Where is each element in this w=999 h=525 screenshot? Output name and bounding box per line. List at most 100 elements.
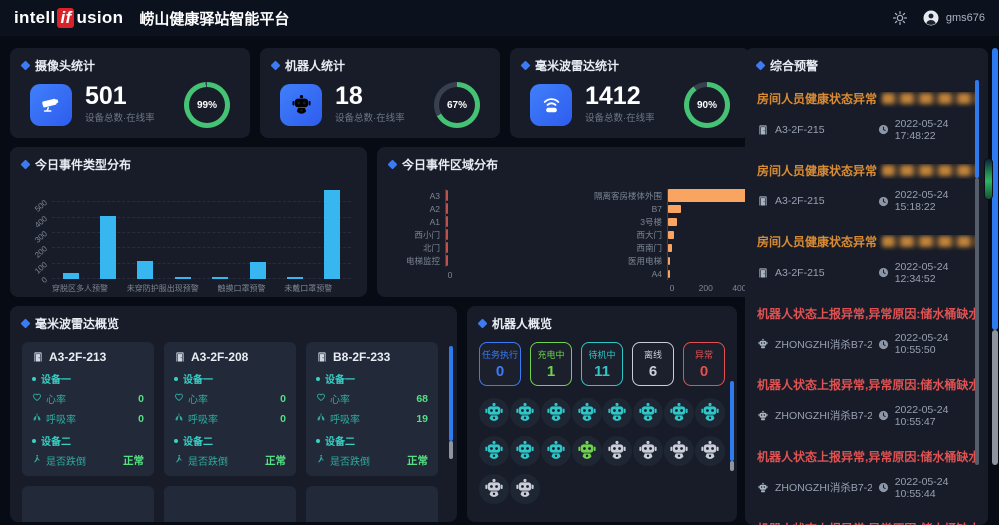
clock-icon (878, 196, 889, 207)
radar-room-card[interactable] (22, 486, 154, 522)
event-type-category: 未戴口罩预警 (284, 283, 332, 294)
robot-icon[interactable] (510, 398, 540, 428)
robot-icon[interactable] (479, 436, 509, 466)
person-fall-icon (32, 454, 42, 467)
event-area-category: 北门 (389, 242, 445, 254)
alert-item[interactable]: 房间人员健康状态异常 A3-2F-215 2022-05-24 17:48:22 (757, 92, 976, 142)
alert-title: 房间人员健康状态异常 (757, 92, 976, 108)
door-icon (757, 195, 769, 207)
robot-head-icon (757, 338, 769, 350)
alert-item[interactable]: 房间人员健康状态异常 A3-2F-215 2022-05-24 15:18:22 (757, 164, 976, 214)
event-type-bar (63, 273, 79, 279)
robot-icon[interactable] (633, 398, 663, 428)
stat-card-title: 毫米波雷达统计 (535, 57, 619, 74)
page-scrollbar[interactable] (992, 48, 998, 465)
robot-icon[interactable] (602, 398, 632, 428)
radar-panel-scrollbar[interactable] (449, 346, 453, 466)
event-type-category (266, 283, 285, 294)
robot-icon[interactable] (510, 474, 540, 504)
robot-status-offline[interactable]: 离线 6 (632, 342, 674, 386)
heart-icon (174, 392, 184, 405)
robot-icon[interactable] (695, 436, 725, 466)
clock-icon (878, 339, 889, 350)
event-area-category: 西大门 (571, 229, 667, 241)
event-area-xtick: 200 (699, 283, 713, 293)
robot-panel-scrollbar[interactable] (730, 381, 734, 466)
robot-status-standby[interactable]: 待机中 11 (581, 342, 623, 386)
robot-icon[interactable] (479, 474, 509, 504)
robot-icon[interactable] (479, 398, 509, 428)
robot-icon[interactable] (510, 436, 540, 466)
alert-item[interactable]: 机器人状态上报异常,异常原因:储水桶缺水 (757, 522, 976, 525)
alert-location: ZHONGZHI消杀B7-2F (775, 337, 872, 352)
settings-gear-icon[interactable] (892, 10, 908, 26)
redacted-text (882, 165, 976, 176)
alert-item[interactable]: 机器人状态上报异常,异常原因:储水桶缺水 ZHONGZHI消杀B7-2F 202… (757, 450, 976, 500)
alert-title: 机器人状态上报异常,异常原因:储水桶缺水 (757, 522, 976, 525)
radar-room-card[interactable] (164, 486, 296, 522)
event-area-bar (668, 218, 677, 226)
event-type-category: 未穿防护服出现预警 (127, 283, 199, 294)
device-bullet-icon (32, 439, 36, 443)
robot-status-error[interactable]: 异常 0 (683, 342, 725, 386)
alerts-panel: 综合预警 房间人员健康状态异常 A3-2F-215 2022-05-24 17:… (745, 48, 988, 525)
heart-rate-label: 心率 (330, 391, 350, 406)
alert-location: A3-2F-215 (775, 124, 872, 136)
fall-status: 正常 (407, 453, 428, 468)
camera-icon (30, 84, 72, 126)
stat-card-caption: 设备总数·在线率 (335, 113, 421, 125)
lungs-icon (32, 412, 42, 425)
device-bullet-icon (316, 439, 320, 443)
robot-overview-panel: 机器人概览 任务执行 0 充电中 1 待机中 11 离线 6 异常 0 (467, 306, 737, 522)
event-area-category: 3号楼 (571, 216, 667, 228)
radar-overview-title: 毫米波雷达概览 (35, 315, 119, 332)
robot-status-charging[interactable]: 充电中 1 (530, 342, 572, 386)
event-type-category: 穿脱区多人预警 (52, 283, 108, 294)
radar-room-card[interactable] (306, 486, 438, 522)
robot-icon[interactable] (541, 398, 571, 428)
robot-head-icon (757, 482, 769, 494)
username[interactable]: gms676 (946, 12, 985, 24)
event-area-bar (446, 203, 448, 214)
alert-item[interactable]: 房间人员健康状态异常 A3-2F-215 2022-05-24 12:34:52 (757, 235, 976, 285)
heart-rate-value: 0 (138, 393, 144, 405)
alert-title: 机器人状态上报异常,异常原因:储水桶缺水 (757, 450, 976, 466)
robot-icon[interactable] (572, 398, 602, 428)
room-id: A3-2F-213 (49, 350, 106, 364)
heart-rate-value: 68 (416, 393, 428, 405)
diamond-bullet-icon (388, 160, 398, 170)
robot-icon[interactable] (602, 436, 632, 466)
stat-card: 摄像头统计 501 设备总数·在线率 99% (10, 48, 250, 138)
alert-item[interactable]: 机器人状态上报异常,异常原因:储水桶缺水 ZHONGZHI消杀B7-2F 202… (757, 307, 976, 357)
robot-icon[interactable] (664, 398, 694, 428)
diamond-bullet-icon (21, 319, 31, 329)
user-avatar-icon[interactable] (922, 9, 940, 27)
alerts-scrollbar[interactable] (975, 80, 979, 465)
robot-status-task[interactable]: 任务执行 0 (479, 342, 521, 386)
alert-title: 房间人员健康状态异常 (757, 235, 976, 251)
event-area-category: 隔离客房楼体外围 (571, 190, 667, 202)
logo-if-badge: if (57, 8, 74, 28)
radar-icon (530, 84, 572, 126)
alert-item[interactable]: 机器人状态上报异常,异常原因:储水桶缺水 ZHONGZHI消杀B7-2F 202… (757, 378, 976, 428)
alert-location: A3-2F-215 (775, 195, 872, 207)
online-rate-label: 67% (447, 100, 467, 111)
robot-icon[interactable] (664, 436, 694, 466)
robot-icon[interactable] (541, 436, 571, 466)
robot-icon[interactable] (695, 398, 725, 428)
event-area-title: 今日事件区域分布 (402, 156, 498, 173)
robot-icon (280, 84, 322, 126)
fall-label: 是否跌倒 (46, 453, 86, 468)
stat-card-title: 机器人统计 (285, 57, 345, 74)
robot-icon[interactable] (633, 436, 663, 466)
stat-card-caption: 设备总数·在线率 (585, 113, 671, 125)
logo-text-pre: intell (14, 8, 55, 28)
fall-status: 正常 (123, 453, 144, 468)
robot-icon[interactable] (572, 436, 602, 466)
